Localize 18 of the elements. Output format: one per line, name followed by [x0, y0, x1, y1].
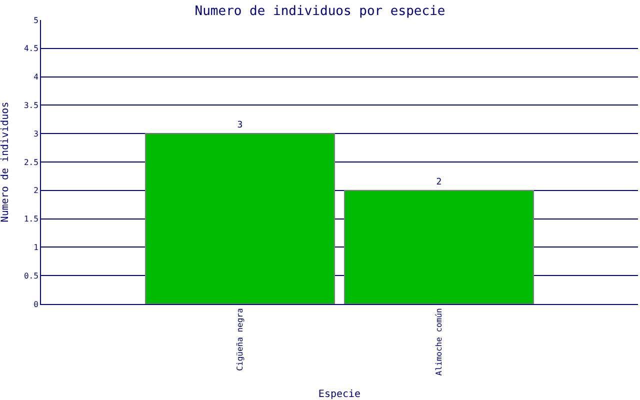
data-label: 3 [237, 120, 243, 131]
y-tick-label: 0 [34, 300, 39, 309]
y-tick-label: 2 [34, 186, 39, 196]
y-tick-label: 1.5 [24, 214, 39, 224]
y-tick-label: 1 [34, 243, 39, 252]
data-label: 2 [436, 177, 442, 188]
x-tick-label: Cigüeña negra [236, 308, 245, 371]
y-tick-label: 4.5 [24, 44, 39, 54]
y-tick-label: 0.5 [24, 271, 39, 280]
y-axis-title: Numero de individuos [0, 102, 11, 222]
x-axis-title: Especie [318, 389, 361, 400]
y-tick-label: 3 [34, 129, 39, 138]
y-tick-label: 2.5 [24, 158, 39, 167]
y-tick-label: 4 [34, 72, 39, 82]
chart-title: Numero de individuos por especie [194, 4, 446, 20]
x-tick-label: Alimoche común [434, 308, 444, 376]
y-tick-label: 5 [34, 16, 39, 25]
y-tick-label: 3.5 [24, 101, 39, 110]
